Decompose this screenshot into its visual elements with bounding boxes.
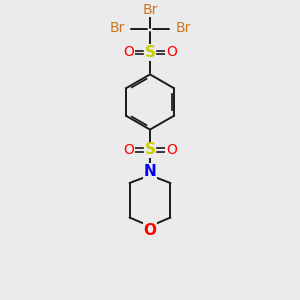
Text: O: O (166, 143, 177, 157)
Text: S: S (145, 45, 155, 60)
Text: O: O (123, 143, 134, 157)
Text: N: N (144, 164, 156, 178)
Text: O: O (143, 223, 157, 238)
Text: Br: Br (175, 21, 191, 34)
Text: O: O (166, 46, 177, 59)
Text: Br: Br (142, 3, 158, 16)
Text: O: O (123, 46, 134, 59)
Text: S: S (145, 142, 155, 158)
Text: Br: Br (109, 21, 125, 34)
